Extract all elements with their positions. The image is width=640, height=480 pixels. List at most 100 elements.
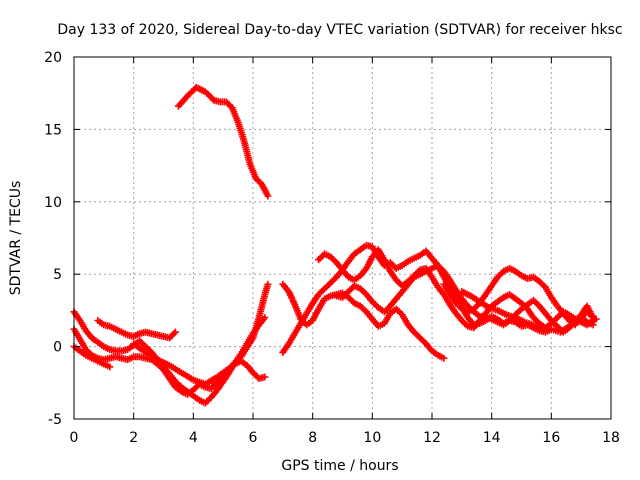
data-point xyxy=(251,336,255,340)
data-point xyxy=(460,297,464,301)
data-point xyxy=(138,355,141,358)
data-point xyxy=(484,293,487,296)
data-point xyxy=(389,304,392,308)
data-point xyxy=(287,342,290,345)
data-point xyxy=(365,267,368,270)
data-point xyxy=(383,322,386,325)
y-axis-label: SDTVAR / TECUs xyxy=(8,181,24,296)
data-point xyxy=(248,162,252,166)
data-point xyxy=(242,139,246,143)
data-point xyxy=(520,301,523,305)
data-point xyxy=(430,349,434,353)
data-point xyxy=(559,330,562,334)
series-track-11 xyxy=(440,264,597,329)
data-point xyxy=(353,252,356,256)
data-point xyxy=(120,330,123,334)
data-point xyxy=(514,320,517,324)
data-point xyxy=(138,332,141,335)
data-point xyxy=(520,325,523,328)
data-point xyxy=(329,281,332,285)
data-point xyxy=(132,342,135,345)
data-point xyxy=(585,323,589,327)
data-point xyxy=(469,294,472,298)
data-point xyxy=(236,120,240,124)
data-point xyxy=(210,387,213,390)
y-tick-label: 5 xyxy=(53,267,62,283)
data-point xyxy=(230,106,234,109)
data-point xyxy=(436,354,440,357)
series-track-5 xyxy=(94,317,179,342)
data-point xyxy=(353,278,356,282)
data-point xyxy=(514,316,517,319)
data-point xyxy=(579,313,583,316)
data-series xyxy=(70,83,600,407)
data-point xyxy=(526,303,529,306)
data-point xyxy=(311,319,314,322)
data-point xyxy=(365,293,368,296)
data-point xyxy=(263,375,267,379)
data-point xyxy=(454,288,458,292)
data-point xyxy=(520,307,523,311)
data-point xyxy=(478,314,481,318)
data-point xyxy=(395,297,398,301)
data-point xyxy=(186,390,189,393)
data-point xyxy=(526,277,529,280)
data-point xyxy=(472,307,475,311)
data-point xyxy=(204,383,207,386)
data-point xyxy=(442,293,446,296)
data-point xyxy=(406,259,410,263)
data-point xyxy=(132,335,135,338)
data-point xyxy=(568,313,571,316)
data-point xyxy=(556,325,559,328)
data-point xyxy=(204,90,207,93)
data-point xyxy=(168,336,171,340)
data-point xyxy=(102,345,106,348)
data-point xyxy=(210,396,213,399)
data-point xyxy=(400,284,404,287)
data-point xyxy=(156,333,159,337)
data-point xyxy=(114,355,117,358)
data-point xyxy=(102,362,106,366)
data-point xyxy=(108,348,112,351)
data-point xyxy=(213,99,216,102)
data-point xyxy=(120,349,123,353)
data-point xyxy=(293,332,296,335)
data-point xyxy=(514,270,517,273)
data-point xyxy=(412,257,416,260)
data-point xyxy=(365,244,368,247)
data-point xyxy=(144,330,147,334)
data-point xyxy=(502,323,505,327)
data-point xyxy=(538,280,541,283)
data-point xyxy=(487,306,490,309)
data-point xyxy=(406,283,410,286)
data-point xyxy=(102,323,106,327)
data-point xyxy=(329,255,332,259)
data-point xyxy=(412,330,416,334)
x-tick-label: 12 xyxy=(423,430,441,446)
data-point xyxy=(484,312,487,315)
data-point xyxy=(168,364,171,367)
data-point xyxy=(412,275,416,279)
data-point xyxy=(478,300,481,303)
data-point xyxy=(78,349,82,353)
data-point xyxy=(371,255,374,259)
data-point xyxy=(466,310,469,314)
data-point xyxy=(520,274,523,277)
y-tick-label: -5 xyxy=(48,412,62,428)
data-point xyxy=(406,323,410,327)
data-point xyxy=(400,264,404,267)
x-tick-label: 16 xyxy=(542,430,560,446)
data-point xyxy=(323,287,326,290)
data-point xyxy=(395,307,398,311)
data-point xyxy=(448,303,452,306)
data-point xyxy=(466,316,469,319)
data-point xyxy=(84,329,88,332)
data-point xyxy=(305,312,308,315)
data-point xyxy=(329,294,332,298)
data-point xyxy=(138,339,141,343)
x-tick-label: 18 xyxy=(602,430,620,446)
data-point xyxy=(192,394,195,398)
data-point xyxy=(436,264,440,267)
data-point xyxy=(556,316,559,319)
data-point xyxy=(311,301,314,305)
